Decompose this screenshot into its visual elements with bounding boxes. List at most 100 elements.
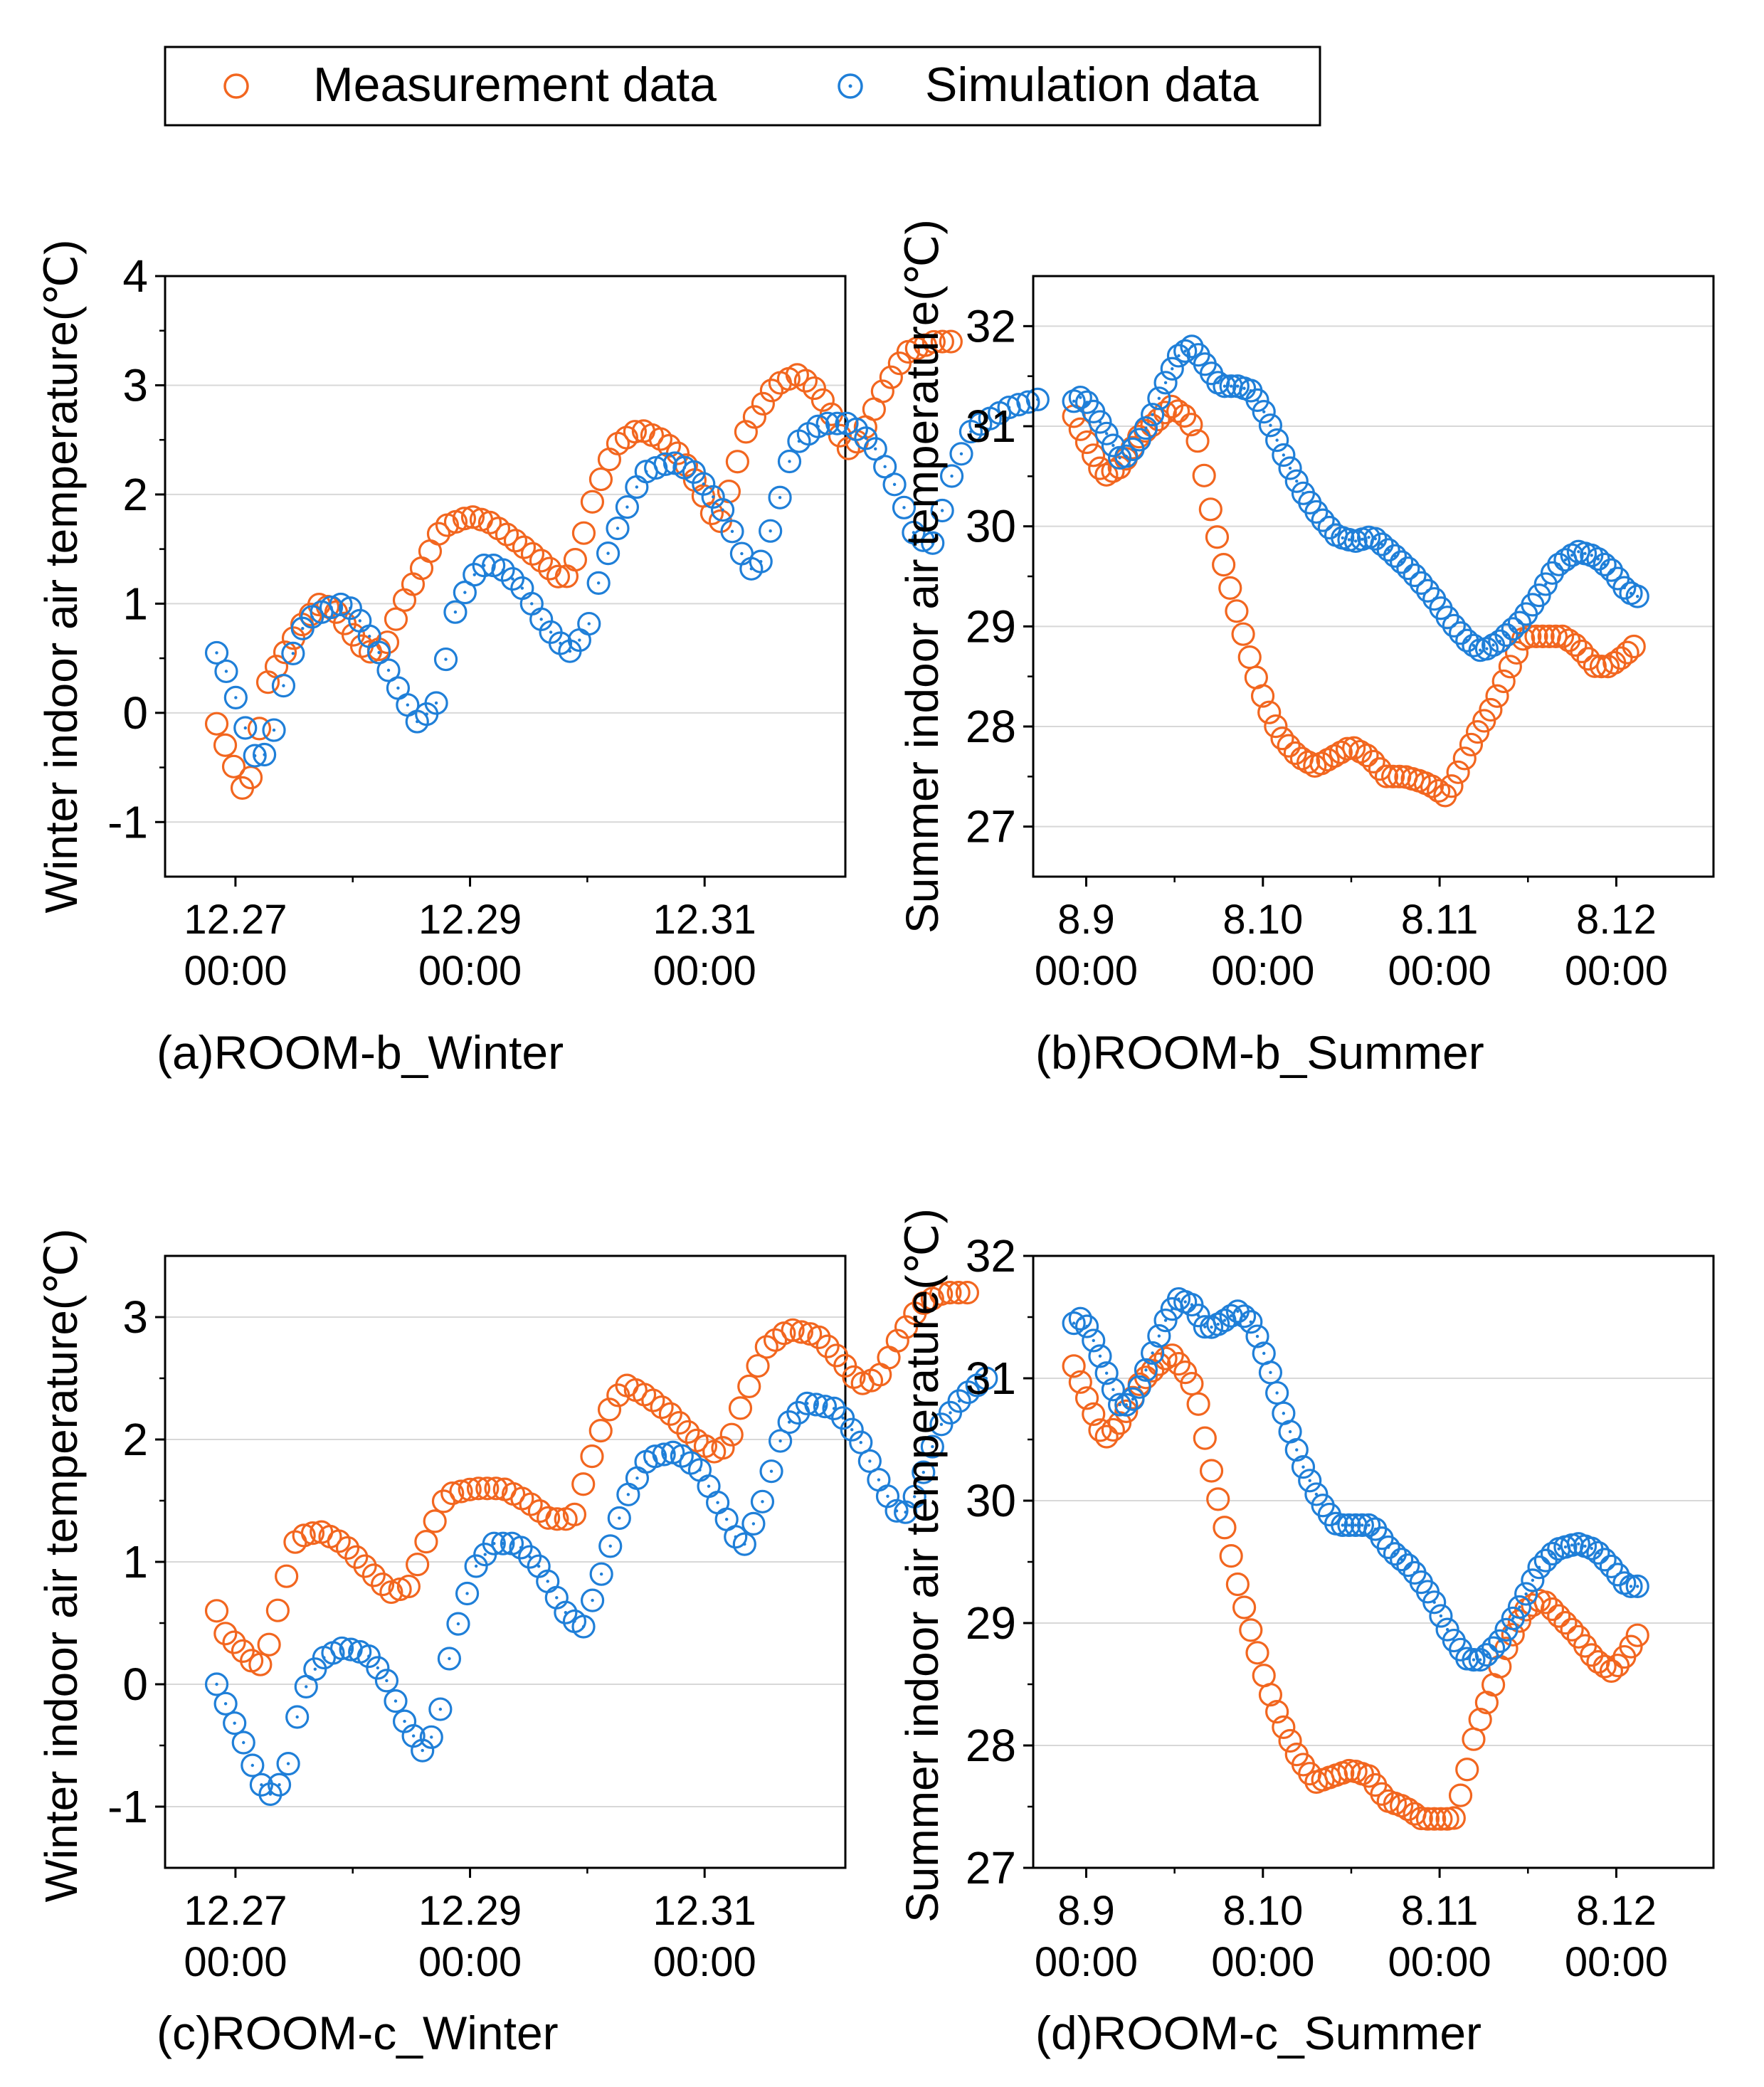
panel-b-simulation-point: [1442, 613, 1466, 638]
panel-b-measurement-point: [1589, 654, 1614, 679]
panel-a-simulation-point: [453, 581, 477, 605]
panel-c-simulation-point-dot: [635, 1476, 639, 1480]
panel-d-measurement-point: [1619, 1634, 1643, 1659]
panel-c-measurement-point: [885, 1328, 909, 1353]
panel-a-simulation-point: [720, 519, 744, 544]
panel-b-measurement-point: [1264, 714, 1288, 739]
panel-a-y-tick-label: 3: [122, 359, 148, 411]
panel-b-simulation-point: [1278, 456, 1302, 480]
panel-a-measurement-point: [759, 379, 783, 403]
panel-a-y-ticks: -1 0 1 2 3 4: [107, 250, 165, 847]
panel-a-measurement-point: [529, 549, 554, 573]
panel-d-simulation-point-dot: [1249, 1320, 1252, 1323]
panel-d-simulation-point: [1101, 1378, 1125, 1402]
panel-a-simulation-point-dot: [434, 701, 438, 705]
panel-c-simulation-point: [643, 1444, 667, 1469]
panel-b-simulation-point: [1383, 544, 1407, 568]
panel-d-simulation-point-dot: [1636, 1585, 1639, 1588]
panel-b-simulation-point-dot: [1636, 594, 1639, 598]
panel-a-measurement-point: [221, 754, 246, 778]
panel-d-simulation-point: [1527, 1555, 1551, 1580]
panel-d-measurement-point: [1199, 1459, 1224, 1483]
panel-c-measurement-point: [815, 1334, 840, 1358]
panel-c-simulation-point: [732, 1532, 756, 1556]
panel-b-plot-area: [1032, 275, 1715, 878]
panel-d-simulation-point-dot: [1144, 1368, 1148, 1372]
panel-d-measurement-point: [1442, 1806, 1466, 1830]
panel-c-simulation-point-dot: [931, 1444, 934, 1449]
panel-b-simulation-point-dot: [1171, 367, 1174, 371]
panel-d-simulation-point-dot: [1229, 1314, 1233, 1318]
panel-b-x-tick-label-time: 00:00: [1211, 948, 1314, 994]
panel-a-title: (a)ROOM-b_Winter: [157, 1026, 564, 1079]
panel-a-measurement-point: [460, 505, 485, 529]
panel-c-simulation-point-dot: [313, 1667, 317, 1671]
panel-c-simulation-point: [267, 1772, 292, 1797]
panel-c-simulation-point: [419, 1725, 443, 1749]
panel-d-simulation-point: [1586, 1541, 1610, 1565]
panel-c-simulation-point: [366, 1656, 390, 1680]
panel-b-measurement-point: [1381, 764, 1405, 788]
panel-d-simulation-point-dot: [1590, 1546, 1593, 1550]
panel-b-simulation-point-dot: [1361, 537, 1364, 541]
panel-d-simulation-point-dot: [1531, 1578, 1535, 1583]
panel-d-simulation-point-dot: [1138, 1385, 1141, 1389]
panel-c-simulation-point-dot: [886, 1494, 889, 1498]
panel-a-simulation-point: [271, 674, 296, 698]
panel-d-simulation-point-dot: [1104, 1371, 1109, 1375]
panel-c-measurement-point: [423, 1509, 447, 1533]
panel-c-simulation-point-dot: [904, 1511, 907, 1514]
panel-d-simulation-point-dot: [1524, 1592, 1528, 1596]
panel-a-simulation-point-dot: [530, 602, 534, 606]
panel-c-y-ticks: -1 0 1 2 3: [107, 1291, 165, 1832]
panel-a-measurement-point: [802, 376, 826, 401]
panel-a-y-tick-label: 4: [122, 250, 148, 302]
panel-d-simulation-point: [1533, 1548, 1558, 1573]
panel-b-measurement-point: [1583, 654, 1607, 678]
panel-a-simulation-point-dot: [883, 465, 887, 469]
panel-d-simulation-point: [1390, 1548, 1414, 1572]
panel-c-measurement-point: [292, 1523, 316, 1548]
panel-d-simulation-point-dot: [1432, 1600, 1436, 1605]
panel-c-simulation-point: [652, 1442, 676, 1467]
panel-d-simulation-point: [1356, 1513, 1381, 1537]
legend-simulation-label: Simulation data: [925, 58, 1259, 112]
panel-c-measurement-point: [938, 1280, 962, 1305]
panel-b-simulation-point: [1599, 558, 1623, 582]
panel-a-simulation-point-dot: [406, 703, 410, 707]
panel-c-simulation-point-dot: [250, 1763, 255, 1768]
panel-a-simulation-point-dot: [520, 586, 524, 590]
panel-d-measurement-point: [1599, 1659, 1623, 1683]
panel-d-simulation-point-dot: [1334, 1522, 1338, 1526]
panel-c-measurement-point: [571, 1472, 596, 1496]
panel-a-simulation-point-dot: [730, 529, 734, 534]
panel-c-simulation-point-dot: [859, 1440, 862, 1444]
panel-c-measurement-point: [955, 1280, 980, 1305]
panel-a-measurement-point: [520, 541, 545, 566]
panel-c-x-tick-label-time: 00:00: [653, 1939, 756, 1985]
panel-c-simulation-point-dot: [411, 1734, 416, 1738]
panel-d-simulation-point: [1232, 1304, 1257, 1328]
panel-c-x-ticks: 12.27 00:00 12.29 00:00 12.31 00:00: [184, 1868, 756, 1985]
panel-d-measurement-point: [1593, 1654, 1617, 1679]
panel-d-simulation-point-dot: [1314, 1492, 1319, 1496]
panel-c-simulation-point-dot: [376, 1666, 380, 1670]
panel-b-simulation-point: [1153, 371, 1178, 395]
panel-b-simulation-point-dot: [1242, 386, 1246, 390]
panel-c-simulation-point-dot: [456, 1622, 460, 1626]
panel-d-measurement-point: [1094, 1425, 1119, 1449]
panel-c-simulation-point: [509, 1536, 533, 1560]
panel-d-simulation-point-dot: [1301, 1465, 1305, 1469]
panel-a-measurement-point: [546, 564, 571, 588]
panel-a-points: [204, 329, 1050, 800]
panel-c-measurement-point: [300, 1521, 325, 1546]
panel-d-simulation-point: [1284, 1437, 1309, 1462]
panel-d-simulation-point-dot: [1118, 1402, 1121, 1407]
panel-d-simulation-point: [1514, 1582, 1538, 1606]
panel-c-simulation-point: [249, 1772, 273, 1797]
panel-c-simulation-point: [598, 1534, 623, 1558]
panel-a-simulation-point-dot: [349, 606, 352, 610]
panel-a-simulation-point: [615, 495, 640, 519]
panel-a-simulation-point: [204, 640, 229, 665]
panel-b-simulation-point-dot: [1072, 399, 1076, 403]
